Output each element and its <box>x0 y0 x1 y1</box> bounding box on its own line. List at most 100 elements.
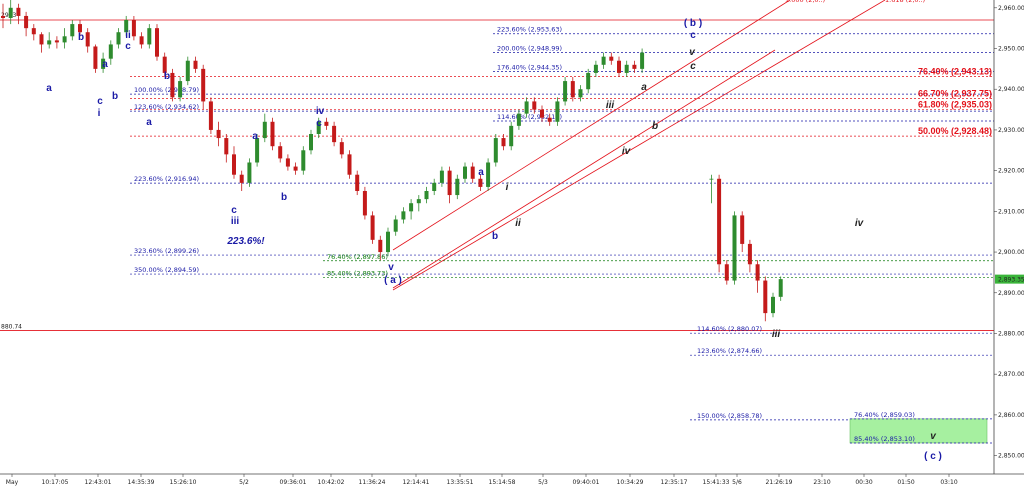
candle-body-41 <box>309 133 313 151</box>
candle-body-22 <box>162 56 167 73</box>
x-tick-label-15: 10:34:29 <box>617 479 644 486</box>
wave-label-3: c <box>97 96 103 107</box>
candle-body-63 <box>478 178 483 187</box>
candle-body-7 <box>47 40 52 45</box>
candle-body-45 <box>339 142 344 155</box>
candle-body-96 <box>732 215 737 281</box>
x-tick-label-10: 12:14:41 <box>403 479 430 486</box>
x-tick-label-18: 5/6 <box>732 479 742 486</box>
wave-label-4: i <box>98 108 101 119</box>
candle-body-4 <box>24 15 29 29</box>
candle-body-34 <box>255 138 260 163</box>
wave-label-5: a <box>102 59 108 70</box>
wave-label-24: iii <box>606 100 615 111</box>
fib-level-label-6: 114.60% (2,932.19) <box>497 113 562 121</box>
target-fib-label-1: 76.40% (2,943.13) <box>918 66 992 76</box>
candle-body-83 <box>632 64 637 69</box>
candle-body-16 <box>116 32 121 45</box>
wave-label-17: c <box>316 118 322 129</box>
candle-body-98 <box>747 243 752 265</box>
y-tick-label-10: 2,870.00 <box>998 371 1024 378</box>
fib-level-label-10: 76.40% (2,897.86) <box>327 253 388 261</box>
candle-body-75 <box>570 81 575 98</box>
wave-label-16: iv <box>316 106 325 117</box>
target-fib-label-2: 66.70% (2,937.75) <box>918 88 992 98</box>
candle-body-102 <box>778 279 783 297</box>
x-tick-label-1: May <box>6 479 19 486</box>
candle-body-51 <box>386 231 390 253</box>
candle-body-70 <box>532 101 537 110</box>
candle-body-77 <box>586 72 591 90</box>
target-fib-label-4: 50.00% (2,928.48) <box>918 126 992 136</box>
candle-body-25 <box>185 60 190 82</box>
candle-body-15 <box>108 44 113 59</box>
fib-level-label-12: 114.60% (2,880.07) <box>697 325 762 333</box>
wave-label-9: b <box>164 71 170 82</box>
candle-body-8 <box>54 40 59 43</box>
candle-body-12 <box>85 32 90 47</box>
x-tick-label-5: 15:26:10 <box>170 479 197 486</box>
wave-label-27: b <box>652 121 658 132</box>
candle-body-52 <box>393 219 398 232</box>
x-tick-label-7: 09:36:01 <box>280 479 307 486</box>
wave-label-31: ( b ) <box>684 18 702 29</box>
fib-level-label-7: 223.60% (2,916.94) <box>134 175 199 183</box>
candle-body-14 <box>101 58 106 69</box>
candle-body-61 <box>463 166 467 179</box>
fib-level-label-3: 176.40% (2,944.35) <box>497 64 562 72</box>
candle-body-20 <box>147 28 152 45</box>
y-tick-label-5: 2,920.00 <box>998 168 1024 175</box>
wave-label-20: a <box>478 167 484 178</box>
candle-body-42 <box>316 121 321 134</box>
candle-body-21 <box>155 28 159 57</box>
x-tick-label-22: 01:50 <box>897 479 914 486</box>
candle-body-27 <box>201 68 206 102</box>
fib-level-label-1: 223.60% (2,953.63) <box>497 26 562 34</box>
candle-body-100 <box>763 280 768 314</box>
candle-body-17 <box>124 20 129 33</box>
candle-body-82 <box>624 64 629 73</box>
x-tick-label-6: 5/2 <box>239 479 249 486</box>
x-tick-label-17: 15:41:33 <box>703 479 730 486</box>
candle-body-59 <box>447 170 452 196</box>
candle-body-24 <box>178 81 183 98</box>
candle-body-11 <box>78 24 82 33</box>
candle-body-67 <box>509 125 514 147</box>
candle-body-55 <box>416 199 421 204</box>
wave-label-25: iv <box>622 146 632 157</box>
wave-label-8: c <box>125 41 131 52</box>
candle-body-54 <box>409 203 414 212</box>
candle-body-3 <box>16 7 21 16</box>
target-zone-box <box>849 418 988 444</box>
candle-body-94 <box>717 178 722 265</box>
candle-body-5 <box>31 28 36 35</box>
x-tick-label-8: 10:42:02 <box>318 479 345 486</box>
candle-body-97 <box>740 215 745 244</box>
candle-body-58 <box>439 170 444 183</box>
wave-label-11: a <box>252 131 258 142</box>
wave-label-22: i <box>506 182 509 193</box>
candle-body-81 <box>617 60 621 73</box>
fib-level-label-8: 323.60% (2,899.26) <box>134 247 199 255</box>
x-tick-label-21: 00:30 <box>855 479 872 486</box>
wave-label-30: c <box>690 30 696 41</box>
y-tick-label-11: 2,860.00 <box>998 412 1024 419</box>
x-tick-label-2: 10:17:05 <box>42 479 69 486</box>
wave-label-34: v <box>930 431 937 442</box>
candle-body-65 <box>493 138 498 163</box>
fib-level-label-15: 76.40% (2,859.03) <box>854 411 915 419</box>
candle-body-101 <box>771 296 775 314</box>
candle-body-30 <box>224 138 229 155</box>
y-tick-label-7: 2,900.00 <box>998 249 1024 256</box>
candle-body-39 <box>293 166 298 171</box>
candle-body-50 <box>378 239 383 253</box>
candle-body-40 <box>301 150 306 171</box>
wave-label-26: a <box>641 82 647 93</box>
candle-body-76 <box>578 89 583 98</box>
candle-body-47 <box>355 174 360 191</box>
wave-label-19: ( a ) <box>384 275 402 286</box>
wave-label-33: iv <box>855 218 865 229</box>
target-zone-layer <box>849 418 988 444</box>
